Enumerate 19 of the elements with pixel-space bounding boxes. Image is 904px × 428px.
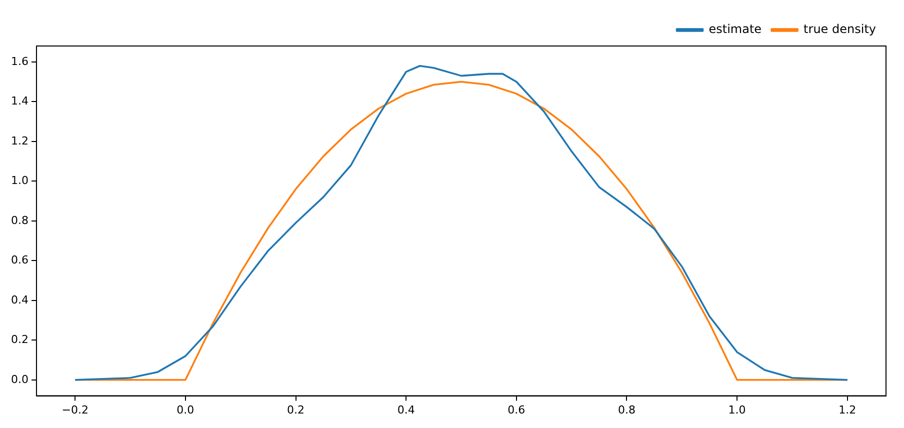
x-tick-label: 0.8 [618, 403, 636, 416]
y-tick-label: 0.4 [10, 293, 28, 306]
y-tick-label: 1.0 [10, 174, 28, 188]
y-tick-label: 0.2 [10, 333, 28, 346]
y-tick-label: 1.6 [10, 54, 28, 68]
y-tick-label: 0.0 [10, 372, 28, 386]
x-tick-label: 1.2 [838, 403, 856, 416]
legend-label: estimate [708, 22, 762, 36]
legend-label: true density [804, 22, 876, 36]
x-tick-label: −0.2 [62, 403, 88, 416]
y-tick-label: 0.6 [10, 254, 28, 267]
y-tick-label: 1.2 [10, 134, 28, 148]
y-tick-label: 1.4 [10, 94, 28, 108]
x-tick-label: 0.0 [176, 403, 194, 416]
x-tick-label: 0.4 [397, 403, 415, 416]
x-tick-label: 0.6 [508, 403, 526, 416]
y-tick-label: 0.8 [10, 214, 28, 227]
x-tick-label: 1.0 [728, 403, 746, 416]
x-tick-label: 0.2 [287, 403, 305, 416]
